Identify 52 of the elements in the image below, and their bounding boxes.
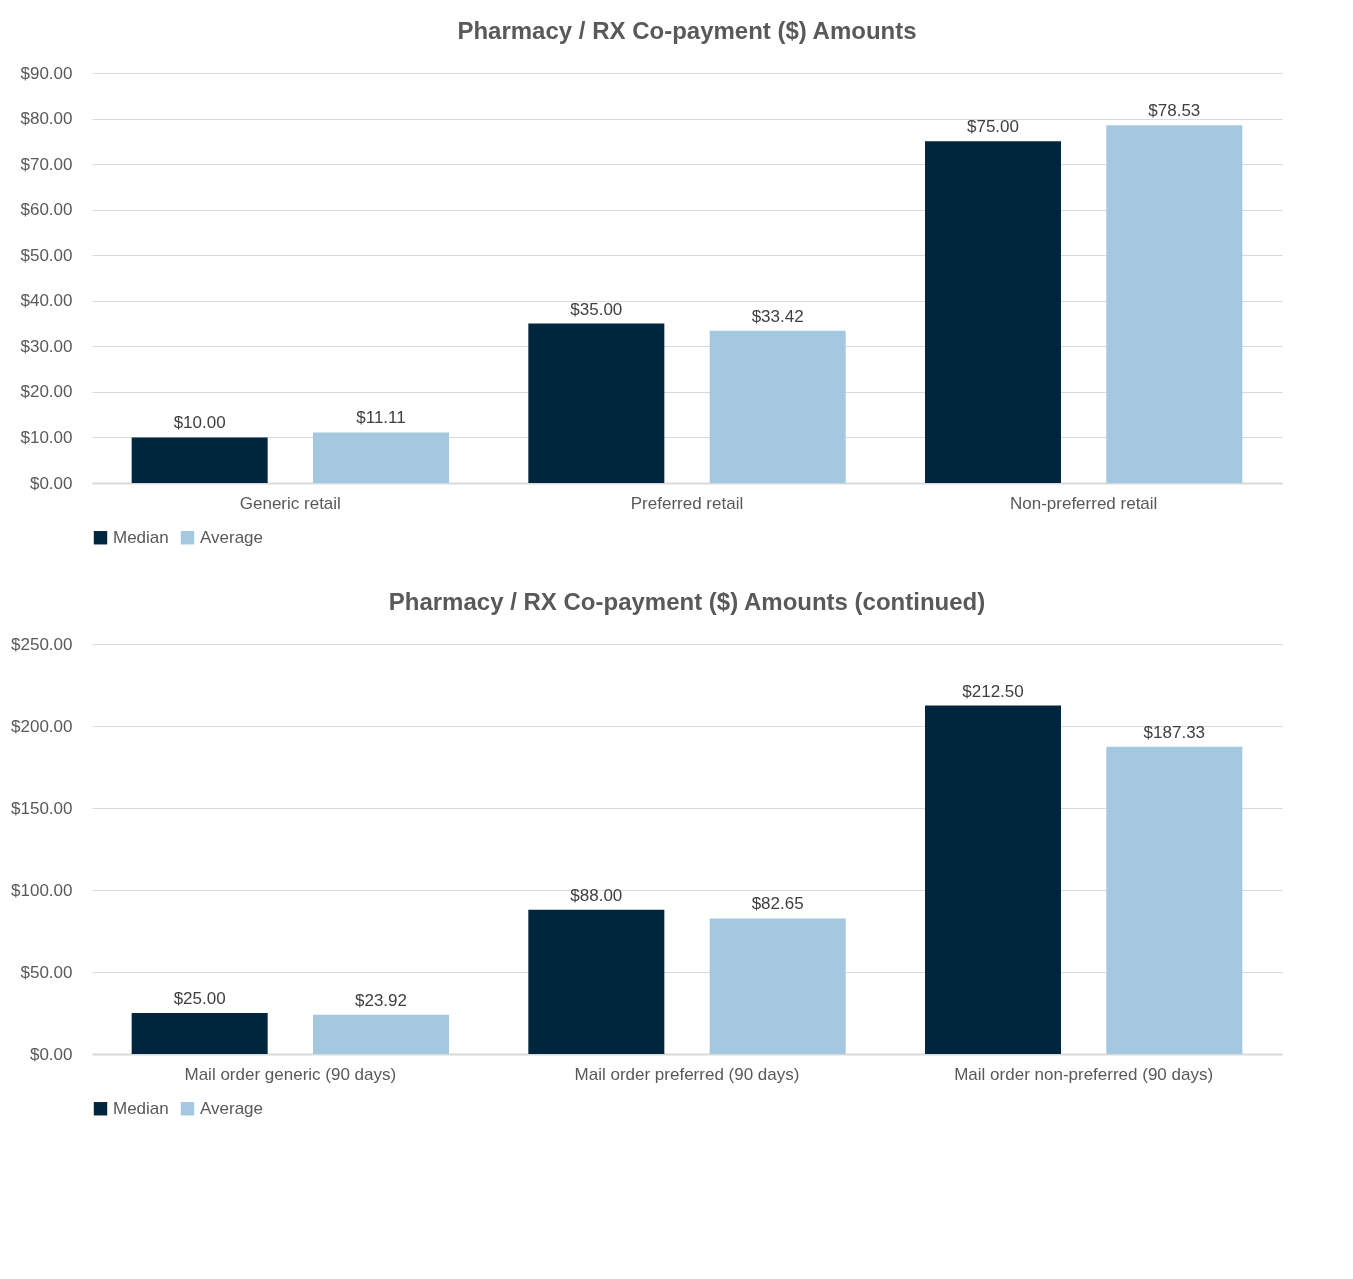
legend-label: Average (200, 527, 264, 547)
x-tick-label: Mail order generic (90 days) (184, 1064, 397, 1084)
bar (709, 918, 846, 1054)
legend-label: Median (113, 527, 169, 547)
bar (1106, 125, 1243, 483)
data-label: $10.00 (173, 413, 226, 433)
y-tick-label: $50.00 (20, 245, 73, 265)
bar (709, 330, 846, 483)
y-tick-label: $20.00 (20, 382, 73, 402)
bar (131, 437, 268, 483)
y-tick-label: $250.00 (11, 634, 73, 654)
data-label: $75.00 (967, 117, 1019, 137)
bar (528, 323, 665, 483)
chart-title: Pharmacy / RX Co-payment ($) Amounts (continued) (388, 588, 986, 615)
y-tick-label: $90.00 (20, 63, 73, 83)
data-label: $23.92 (355, 990, 407, 1010)
y-tick-label: $0.00 (29, 473, 73, 493)
x-tick-label: Mail order preferred (90 days) (574, 1064, 800, 1084)
y-tick-label: $30.00 (20, 336, 73, 356)
bar (528, 909, 665, 1054)
y-tick-label: $50.00 (20, 962, 73, 982)
data-label: $25.00 (173, 989, 226, 1008)
data-label: $11.11 (356, 408, 406, 428)
data-label: $187.33 (1143, 722, 1206, 742)
y-tick-label: $10.00 (20, 427, 73, 447)
x-tick-label: Preferred retail (630, 493, 744, 513)
data-label: $82.65 (751, 894, 804, 914)
legend-label: Median (113, 1098, 169, 1118)
bar (925, 705, 1061, 1054)
bar (131, 1013, 268, 1054)
x-tick-label: Mail order non-preferred (90 days) (954, 1064, 1214, 1084)
data-label: $88.00 (570, 885, 623, 905)
y-tick-label: $100.00 (11, 880, 73, 900)
bar (925, 141, 1061, 483)
data-label: $33.42 (751, 306, 804, 326)
bar (1106, 746, 1243, 1054)
y-tick-label: $40.00 (20, 291, 73, 311)
y-tick-label: $150.00 (11, 798, 73, 818)
x-tick-label: Non-preferred retail (1009, 493, 1158, 513)
data-label: $78.53 (1148, 101, 1201, 121)
bar (313, 432, 449, 483)
data-label: $35.00 (570, 299, 623, 319)
y-tick-label: $0.00 (29, 1044, 73, 1064)
bar (313, 1014, 449, 1054)
y-tick-label: $200.00 (11, 716, 73, 736)
y-tick-label: $70.00 (20, 154, 73, 174)
x-tick-label: Generic retail (239, 493, 341, 513)
y-tick-label: $80.00 (20, 109, 73, 129)
legend-label: Average (200, 1098, 264, 1118)
y-tick-label: $60.00 (20, 200, 73, 220)
data-label: $212.50 (962, 681, 1024, 701)
chart-title: Pharmacy / RX Co-payment ($) Amounts (457, 17, 917, 44)
